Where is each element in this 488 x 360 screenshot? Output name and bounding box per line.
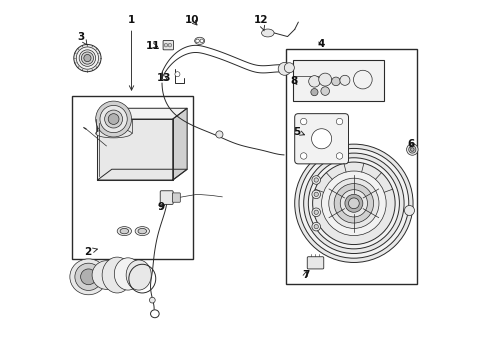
Circle shape — [311, 190, 320, 199]
Ellipse shape — [81, 269, 96, 285]
Circle shape — [284, 63, 294, 73]
Bar — [285, 49, 416, 284]
Ellipse shape — [92, 261, 121, 289]
Circle shape — [313, 192, 318, 197]
Circle shape — [104, 110, 122, 128]
Circle shape — [408, 146, 415, 153]
Ellipse shape — [126, 260, 151, 290]
Text: 13: 13 — [156, 73, 171, 83]
Text: 11: 11 — [145, 41, 160, 50]
Bar — [72, 96, 192, 259]
Circle shape — [336, 153, 342, 159]
Text: 9: 9 — [158, 202, 164, 212]
Circle shape — [311, 129, 331, 149]
Text: 1: 1 — [128, 15, 135, 90]
Circle shape — [81, 52, 93, 64]
Text: 8: 8 — [290, 76, 297, 86]
Circle shape — [344, 194, 362, 212]
Ellipse shape — [261, 29, 274, 37]
Circle shape — [340, 190, 367, 217]
Circle shape — [298, 148, 408, 258]
Circle shape — [96, 101, 131, 137]
Circle shape — [164, 43, 167, 47]
Circle shape — [331, 77, 340, 86]
Circle shape — [313, 210, 318, 215]
Circle shape — [311, 222, 320, 231]
Circle shape — [278, 62, 290, 75]
Circle shape — [410, 148, 413, 151]
Circle shape — [100, 105, 127, 133]
Text: 10: 10 — [185, 15, 199, 26]
Ellipse shape — [138, 228, 146, 234]
Circle shape — [404, 206, 414, 216]
Circle shape — [300, 118, 306, 125]
Polygon shape — [97, 169, 187, 180]
Polygon shape — [97, 119, 172, 180]
Text: 12: 12 — [253, 15, 267, 31]
Ellipse shape — [117, 226, 131, 235]
Circle shape — [313, 178, 318, 182]
Circle shape — [195, 39, 199, 42]
Circle shape — [311, 176, 320, 184]
Text: 5: 5 — [292, 127, 304, 136]
Circle shape — [318, 73, 331, 86]
Text: 4: 4 — [317, 39, 325, 49]
Circle shape — [168, 43, 171, 47]
Circle shape — [348, 198, 359, 209]
Circle shape — [328, 178, 378, 228]
Ellipse shape — [75, 263, 102, 291]
Circle shape — [74, 44, 101, 72]
Ellipse shape — [70, 259, 107, 295]
Ellipse shape — [102, 257, 132, 293]
Circle shape — [320, 87, 329, 95]
Polygon shape — [97, 108, 187, 119]
Text: 3: 3 — [78, 32, 87, 45]
Circle shape — [308, 158, 399, 249]
Circle shape — [336, 118, 342, 125]
Circle shape — [215, 131, 223, 138]
FancyBboxPatch shape — [172, 193, 180, 202]
Circle shape — [321, 171, 386, 235]
Circle shape — [310, 89, 317, 96]
Circle shape — [294, 144, 412, 262]
Circle shape — [406, 144, 417, 155]
Text: 7: 7 — [301, 270, 308, 280]
Circle shape — [303, 153, 403, 253]
Circle shape — [76, 47, 99, 69]
Polygon shape — [172, 108, 187, 180]
Ellipse shape — [96, 129, 131, 138]
FancyBboxPatch shape — [306, 257, 323, 269]
Circle shape — [175, 72, 180, 77]
Circle shape — [108, 114, 119, 125]
FancyBboxPatch shape — [160, 191, 173, 204]
Circle shape — [313, 225, 318, 229]
Ellipse shape — [114, 258, 142, 290]
FancyBboxPatch shape — [294, 114, 348, 164]
Circle shape — [311, 208, 320, 217]
Ellipse shape — [194, 37, 204, 44]
Circle shape — [300, 153, 306, 159]
Ellipse shape — [135, 226, 149, 235]
Ellipse shape — [120, 228, 128, 234]
Text: 2: 2 — [83, 247, 97, 257]
Circle shape — [333, 184, 373, 223]
Text: 6: 6 — [407, 139, 414, 149]
Bar — [292, 60, 384, 101]
Circle shape — [339, 75, 349, 85]
FancyBboxPatch shape — [163, 41, 173, 50]
Circle shape — [200, 39, 203, 42]
Circle shape — [83, 54, 91, 62]
Circle shape — [79, 50, 96, 66]
Circle shape — [308, 76, 320, 87]
Circle shape — [149, 297, 155, 303]
Circle shape — [312, 162, 394, 244]
